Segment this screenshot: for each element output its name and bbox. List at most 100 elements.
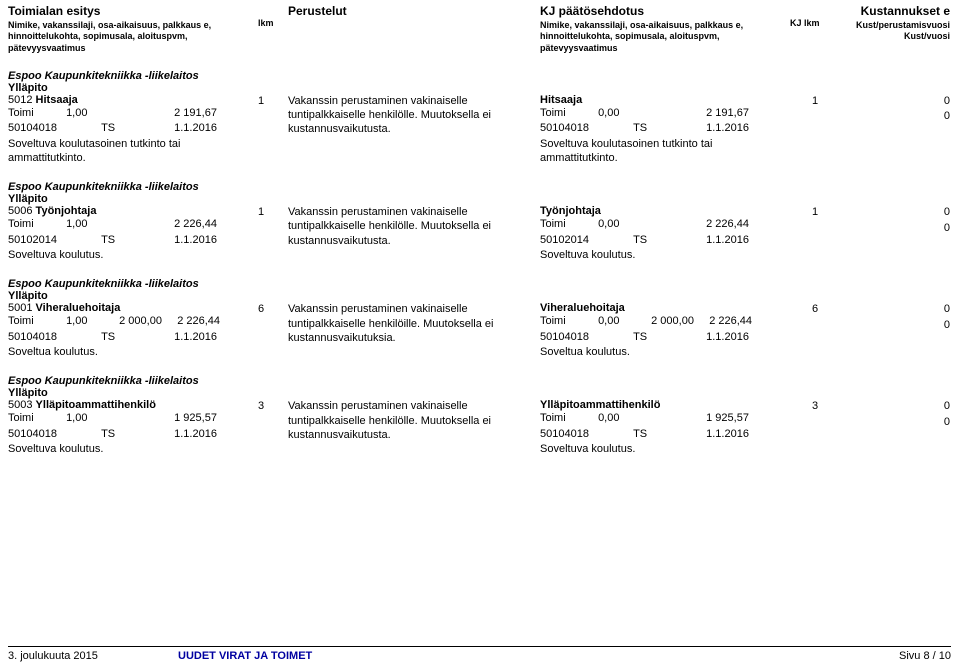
- header-col3: Perustelut: [288, 4, 540, 54]
- cost1: 0: [840, 205, 950, 220]
- cost-block: 0 0: [840, 399, 950, 430]
- left-note: Soveltua koulutus.: [8, 345, 258, 359]
- lkm-value: 3: [258, 399, 288, 414]
- rationale-text: Vakanssin perustaminen vakinaiselle tunt…: [288, 205, 540, 248]
- section: Espoo Kaupunkitekniikka -liikelaitos Yll…: [8, 375, 951, 456]
- kjlkm-value: 3: [790, 399, 840, 414]
- section: Espoo Kaupunkitekniikka -liikelaitos Yll…: [8, 70, 951, 165]
- kj-title: Ylläpitoammattihenkilö: [540, 399, 790, 411]
- cost2: 0: [840, 318, 950, 333]
- left-line1: Toimi 1,00 1 925,57: [8, 411, 258, 426]
- left-block: 5003 Ylläpitoammattihenkilö Toimi 1,00 1…: [8, 399, 258, 456]
- left-note: Soveltuva koulutus.: [8, 442, 258, 456]
- left-block: 5001 Viheraluehoitaja Toimi 1,00 2 000,0…: [8, 302, 258, 359]
- footer-page: Sivu 8 / 10: [899, 650, 951, 662]
- header-col4-title: KJ päätösehdotus: [540, 4, 790, 18]
- kj-note: Soveltuva koulutus.: [540, 442, 790, 456]
- left-line1: Toimi 1,00 2 226,44: [8, 217, 258, 232]
- kj-title: Työnjohtaja: [540, 205, 790, 217]
- kj-line1: Toimi 0,00 2 191,67: [540, 106, 790, 121]
- cost1: 0: [840, 399, 950, 414]
- footer-date: 3. joulukuuta 2015: [8, 650, 98, 662]
- kjlkm-value: 1: [790, 205, 840, 220]
- left-id-title: 5012 Hitsaaja: [8, 94, 258, 106]
- unit-name: Ylläpito: [8, 387, 951, 399]
- header-col5: KJ lkm: [790, 4, 840, 54]
- cost2: 0: [840, 415, 950, 430]
- cost1: 0: [840, 302, 950, 317]
- lkm-value: 6: [258, 302, 288, 317]
- rationale-text: Vakanssin perustaminen vakinaiselle tunt…: [288, 94, 540, 137]
- left-line2: 50104018 TS 1.1.2016: [8, 427, 258, 442]
- kj-line1: Toimi 0,00 2 000,00 2 226,44: [540, 314, 790, 329]
- header-col4-sub: Nimike, vakanssilaji, osa-aikaisuus, pal…: [540, 20, 790, 54]
- kj-block: Viheraluehoitaja Toimi 0,00 2 000,00 2 2…: [540, 302, 790, 359]
- header-col1-sub: Nimike, vakanssilaji, osa-aikaisuus, pal…: [8, 20, 258, 54]
- kj-line2: 50104018 TS 1.1.2016: [540, 330, 790, 345]
- footer-title: UUDET VIRAT JA TOIMET: [178, 650, 312, 662]
- section: Espoo Kaupunkitekniikka -liikelaitos Yll…: [8, 181, 951, 262]
- kj-note: Soveltuva koulutasoinen tutkinto tai amm…: [540, 137, 790, 166]
- header-col3-title: Perustelut: [288, 4, 540, 18]
- header-col5-title: KJ lkm: [790, 18, 840, 29]
- left-line1: Toimi 1,00 2 000,00 2 226,44: [8, 314, 258, 329]
- kj-line1: Toimi 0,00 1 925,57: [540, 411, 790, 426]
- unit-name: Ylläpito: [8, 193, 951, 205]
- kj-line2: 50102014 TS 1.1.2016: [540, 233, 790, 248]
- footer: 3. joulukuuta 2015 UUDET VIRAT JA TOIMET…: [8, 646, 951, 662]
- org-name: Espoo Kaupunkitekniikka -liikelaitos: [8, 70, 951, 82]
- kj-block: Ylläpitoammattihenkilö Toimi 0,00 1 925,…: [540, 399, 790, 456]
- left-line2: 50104018 TS 1.1.2016: [8, 121, 258, 136]
- left-id-title: 5003 Ylläpitoammattihenkilö: [8, 399, 258, 411]
- left-line2: 50102014 TS 1.1.2016: [8, 233, 258, 248]
- org-name: Espoo Kaupunkitekniikka -liikelaitos: [8, 278, 951, 290]
- kj-line1: Toimi 0,00 2 226,44: [540, 217, 790, 232]
- data-row: 5003 Ylläpitoammattihenkilö Toimi 1,00 1…: [8, 399, 951, 456]
- kjlkm-value: 6: [790, 302, 840, 317]
- rationale-text: Vakanssin perustaminen vakinaiselle tunt…: [288, 399, 540, 442]
- kjlkm-value: 1: [790, 94, 840, 109]
- cost-block: 0 0: [840, 205, 950, 236]
- cost-block: 0 0: [840, 302, 950, 333]
- header-col6: Kustannukset e Kust/perustamisvuosi Kust…: [840, 4, 950, 54]
- cost2: 0: [840, 221, 950, 236]
- data-row: 5012 Hitsaaja Toimi 1,00 2 191,67 501040…: [8, 94, 951, 165]
- header-col2-title: lkm: [258, 18, 288, 29]
- kj-note: Soveltua koulutus.: [540, 345, 790, 359]
- left-block: 5012 Hitsaaja Toimi 1,00 2 191,67 501040…: [8, 94, 258, 165]
- data-row: 5001 Viheraluehoitaja Toimi 1,00 2 000,0…: [8, 302, 951, 359]
- header-col2: lkm: [258, 4, 288, 54]
- kj-line2: 50104018 TS 1.1.2016: [540, 427, 790, 442]
- kj-block: Hitsaaja Toimi 0,00 2 191,67 50104018 TS…: [540, 94, 790, 165]
- rationale-text: Vakanssin perustaminen vakinaiselle tunt…: [288, 302, 540, 345]
- header-col6-sub2: Kust/vuosi: [840, 31, 950, 42]
- cost-block: 0 0: [840, 94, 950, 125]
- page: Toimialan esitys Nimike, vakanssilaji, o…: [0, 0, 959, 470]
- kj-line2: 50104018 TS 1.1.2016: [540, 121, 790, 136]
- header-col4: KJ päätösehdotus Nimike, vakanssilaji, o…: [540, 4, 790, 54]
- lkm-value: 1: [258, 94, 288, 109]
- kj-title: Viheraluehoitaja: [540, 302, 790, 314]
- data-row: 5006 Työnjohtaja Toimi 1,00 2 226,44 501…: [8, 205, 951, 262]
- lkm-value: 1: [258, 205, 288, 220]
- header-row: Toimialan esitys Nimike, vakanssilaji, o…: [8, 4, 951, 54]
- org-name: Espoo Kaupunkitekniikka -liikelaitos: [8, 375, 951, 387]
- sections-container: Espoo Kaupunkitekniikka -liikelaitos Yll…: [8, 70, 951, 457]
- left-block: 5006 Työnjohtaja Toimi 1,00 2 226,44 501…: [8, 205, 258, 262]
- header-col6-sub1: Kust/perustamisvuosi: [840, 20, 950, 31]
- left-id-title: 5006 Työnjohtaja: [8, 205, 258, 217]
- kj-note: Soveltuva koulutus.: [540, 248, 790, 262]
- cost1: 0: [840, 94, 950, 109]
- section: Espoo Kaupunkitekniikka -liikelaitos Yll…: [8, 278, 951, 359]
- left-note: Soveltuva koulutasoinen tutkinto tai amm…: [8, 137, 258, 166]
- left-line1: Toimi 1,00 2 191,67: [8, 106, 258, 121]
- unit-name: Ylläpito: [8, 290, 951, 302]
- left-line2: 50104018 TS 1.1.2016: [8, 330, 258, 345]
- header-col6-title: Kustannukset e: [840, 4, 950, 18]
- left-id-title: 5001 Viheraluehoitaja: [8, 302, 258, 314]
- org-name: Espoo Kaupunkitekniikka -liikelaitos: [8, 181, 951, 193]
- header-col1: Toimialan esitys Nimike, vakanssilaji, o…: [8, 4, 258, 54]
- header-col1-title: Toimialan esitys: [8, 4, 258, 18]
- kj-title: Hitsaaja: [540, 94, 790, 106]
- cost2: 0: [840, 109, 950, 124]
